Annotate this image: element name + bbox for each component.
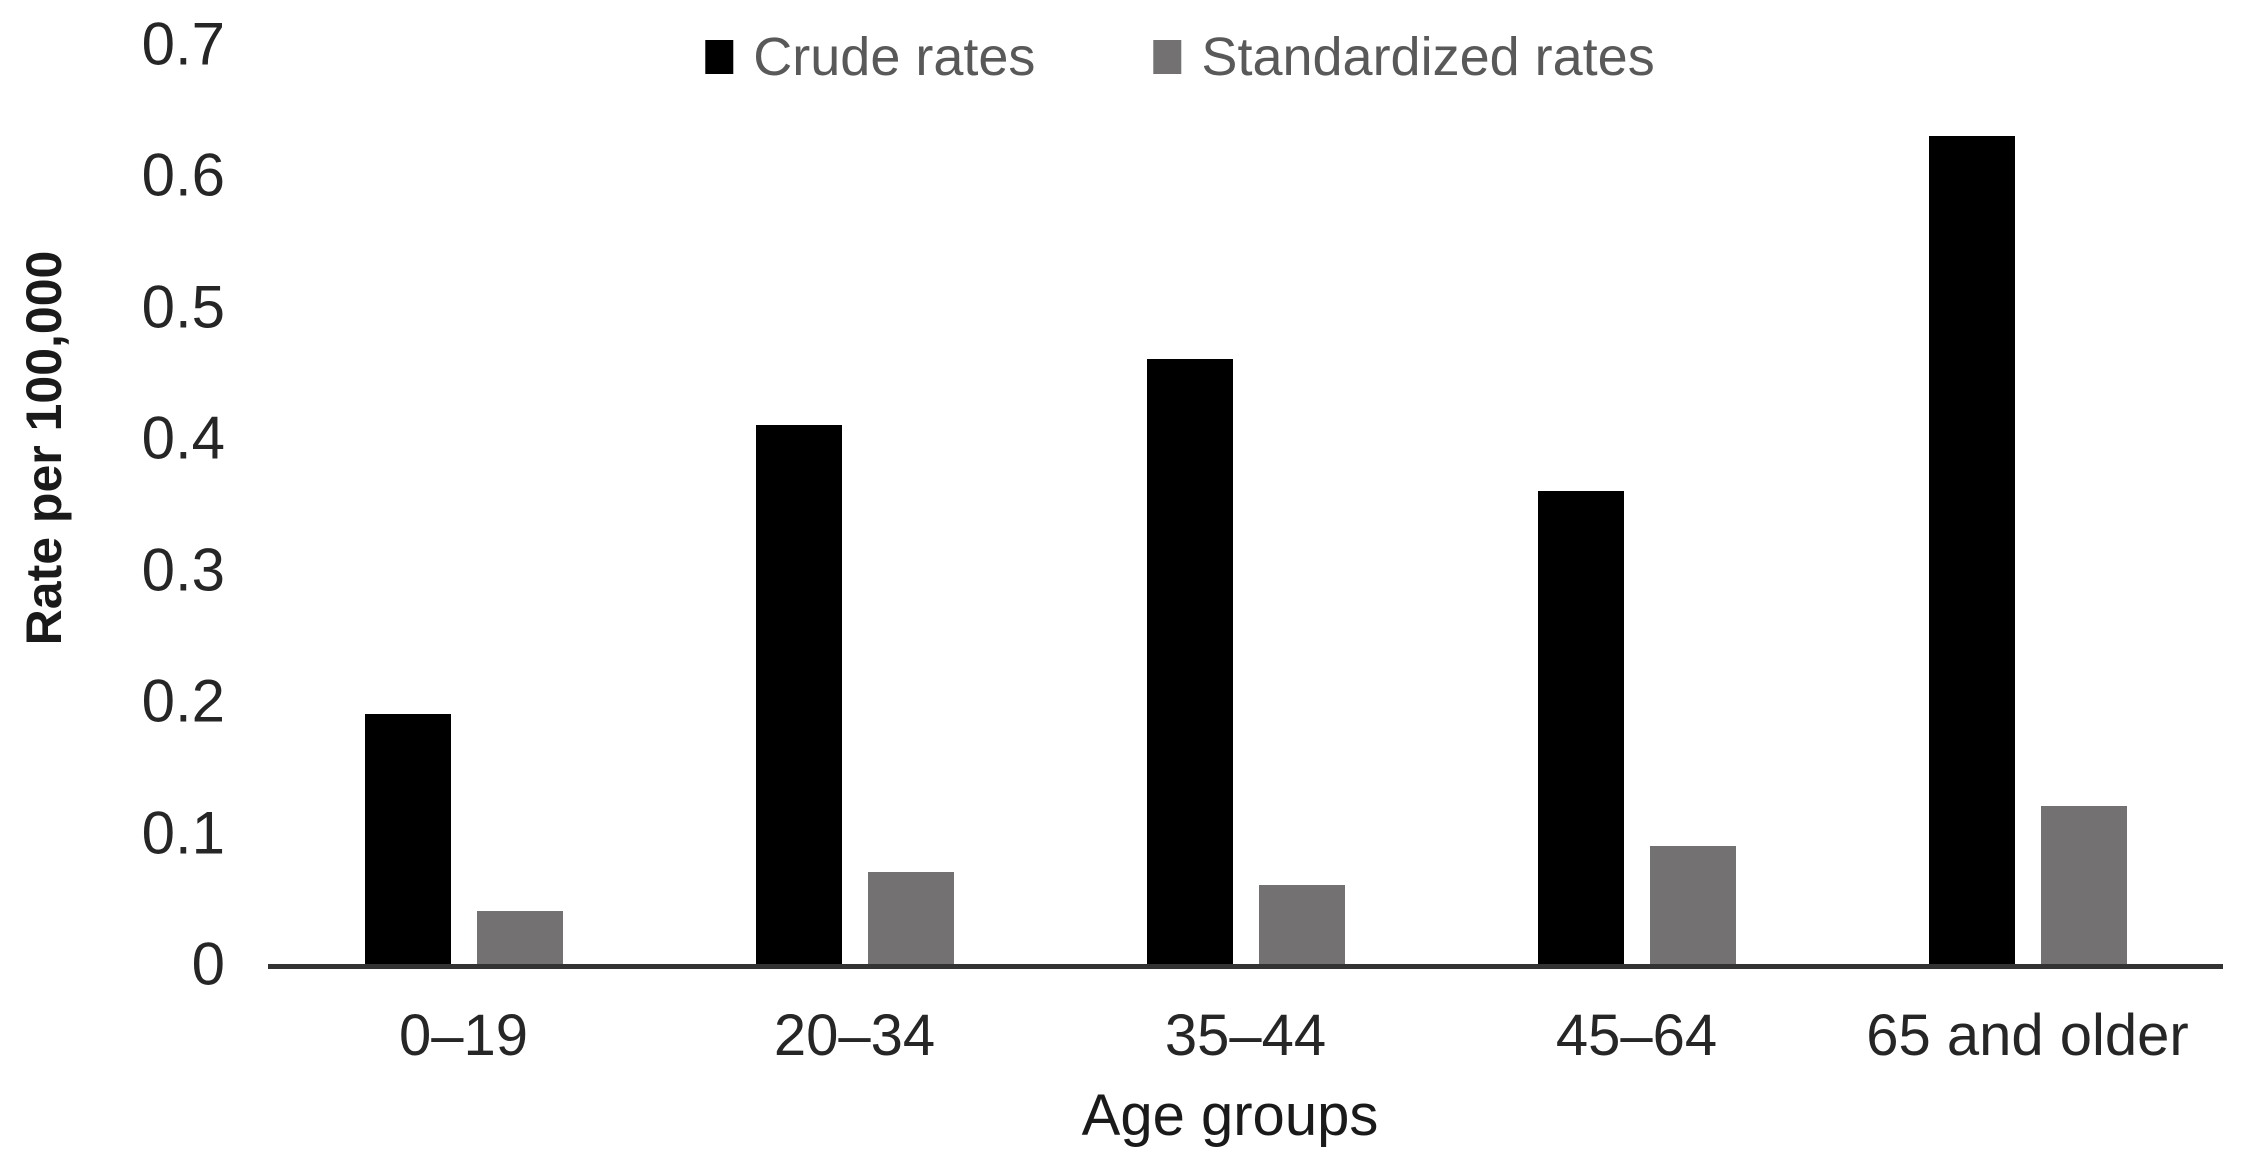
x-tick-label: 65 and older: [1866, 1003, 2189, 1068]
y-tick-label: 0.7: [141, 10, 225, 78]
x-axis-tick-labels: 0–19 20–34 35–44 45–64 65 and older: [268, 1002, 2223, 1072]
x-tick-label: 45–64: [1555, 1003, 1718, 1068]
bar-crude: [1537, 490, 1624, 964]
bar-crude: [1146, 359, 1233, 964]
bar-standardized: [867, 872, 954, 964]
y-tick-label: 0.3: [141, 536, 225, 604]
bar-standardized: [1258, 885, 1345, 964]
y-tick-label: 0: [191, 930, 225, 998]
legend-label: Crude rates: [753, 27, 1036, 87]
bar-standardized: [2040, 806, 2127, 964]
x-tick-label: 0–19: [398, 1003, 529, 1068]
legend-label: Standardized rates: [1201, 27, 1655, 87]
y-tick-label: 0.2: [141, 667, 225, 735]
bar-standardized: [1649, 845, 1736, 964]
legend-swatch-icon: [705, 40, 734, 74]
y-axis-tick-labels: 0.7 0.6 0.5 0.4 0.3 0.2 0.1 0: [0, 11, 225, 998]
bar-crude: [364, 714, 451, 964]
y-tick-label: 0.4: [141, 404, 225, 472]
bar-crude: [1928, 136, 2015, 964]
y-tick-label: 0.6: [141, 141, 225, 209]
legend-item: Crude rates: [705, 26, 1035, 88]
x-tick-label: 20–34: [773, 1003, 936, 1068]
x-tick-label: 35–44: [1164, 1003, 1327, 1068]
plot-area: [268, 44, 2223, 969]
bar-standardized: [476, 911, 563, 964]
x-axis-title: Age groups: [1081, 1083, 1379, 1148]
y-tick-label: 0.1: [141, 799, 225, 867]
legend-item: Standardized rates: [1153, 26, 1655, 88]
chart-legend: Crude rates Standardized rates: [705, 26, 1655, 88]
bar-crude: [755, 425, 842, 964]
y-tick-label: 0.5: [141, 273, 225, 341]
legend-swatch-icon: [1153, 40, 1182, 74]
